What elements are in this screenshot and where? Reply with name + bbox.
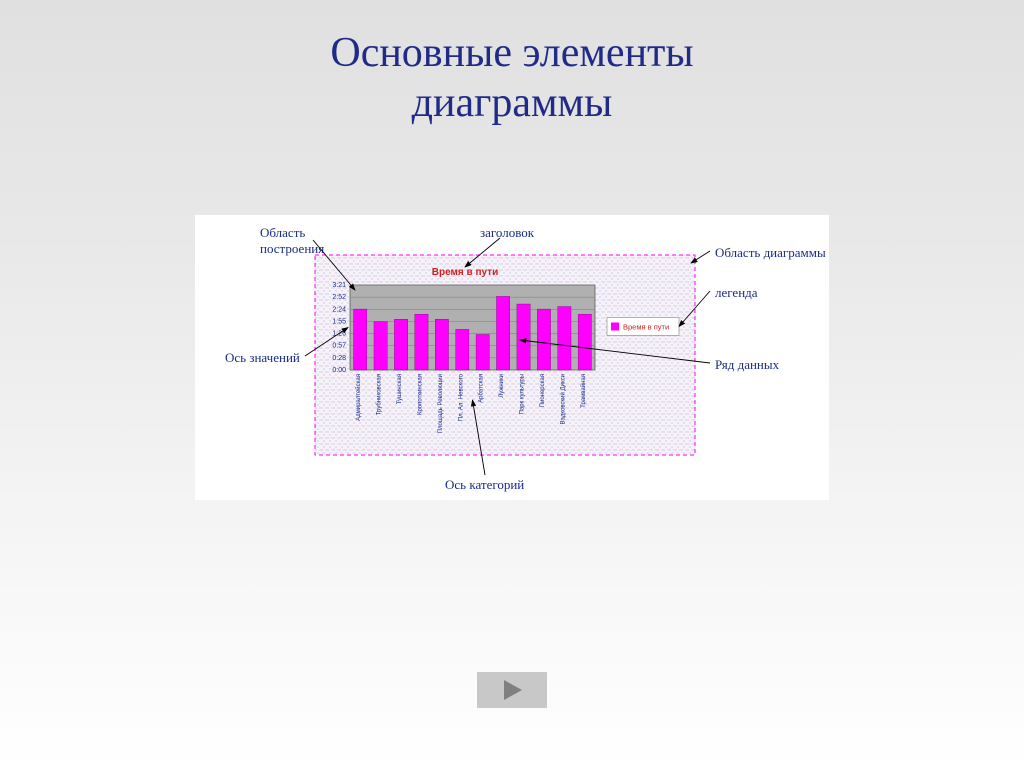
- svg-text:Парк культуры: Парк культуры: [520, 374, 526, 414]
- svg-text:2:24: 2:24: [332, 306, 346, 313]
- next-button[interactable]: [477, 672, 547, 708]
- chart-svg: Время в пути0:000:280:571:261:552:242:52…: [195, 215, 829, 500]
- svg-text:3:21: 3:21: [332, 282, 346, 289]
- svg-text:0:57: 0:57: [332, 343, 346, 350]
- svg-text:Вадковский Дикси: Вадковский Дикси: [559, 374, 566, 424]
- title-line-1: Основные элементы: [0, 28, 1024, 78]
- svg-text:Адмиралтейская: Адмиралтейская: [355, 374, 362, 421]
- svg-text:Арбатская: Арбатская: [479, 374, 485, 403]
- svg-text:Время в пути: Время в пути: [432, 267, 498, 278]
- svg-text:0:00: 0:00: [332, 367, 346, 374]
- svg-text:Пионерская: Пионерская: [540, 374, 546, 407]
- svg-text:1:55: 1:55: [332, 318, 346, 325]
- svg-text:Кропоткинская: Кропоткинская: [417, 374, 423, 415]
- svg-text:Тушинская: Тушинская: [397, 374, 403, 404]
- svg-text:Площадь Революции: Площадь Революции: [438, 374, 444, 433]
- slide-title: Основные элементы диаграммы: [0, 0, 1024, 129]
- svg-text:Пл. Ал. Невского: Пл. Ал. Невского: [458, 373, 464, 421]
- play-icon: [500, 678, 524, 702]
- svg-text:Трамвайная: Трамвайная: [580, 374, 587, 408]
- title-line-2: диаграммы: [0, 78, 1024, 128]
- svg-text:2:52: 2:52: [332, 294, 346, 301]
- diagram-panel: Область построения заголовок Область диа…: [195, 215, 829, 500]
- svg-text:Лужники: Лужники: [499, 374, 505, 398]
- svg-text:0:28: 0:28: [332, 355, 346, 362]
- svg-text:Время в пути: Время в пути: [623, 323, 669, 332]
- svg-text:Трубниковская: Трубниковская: [377, 374, 383, 415]
